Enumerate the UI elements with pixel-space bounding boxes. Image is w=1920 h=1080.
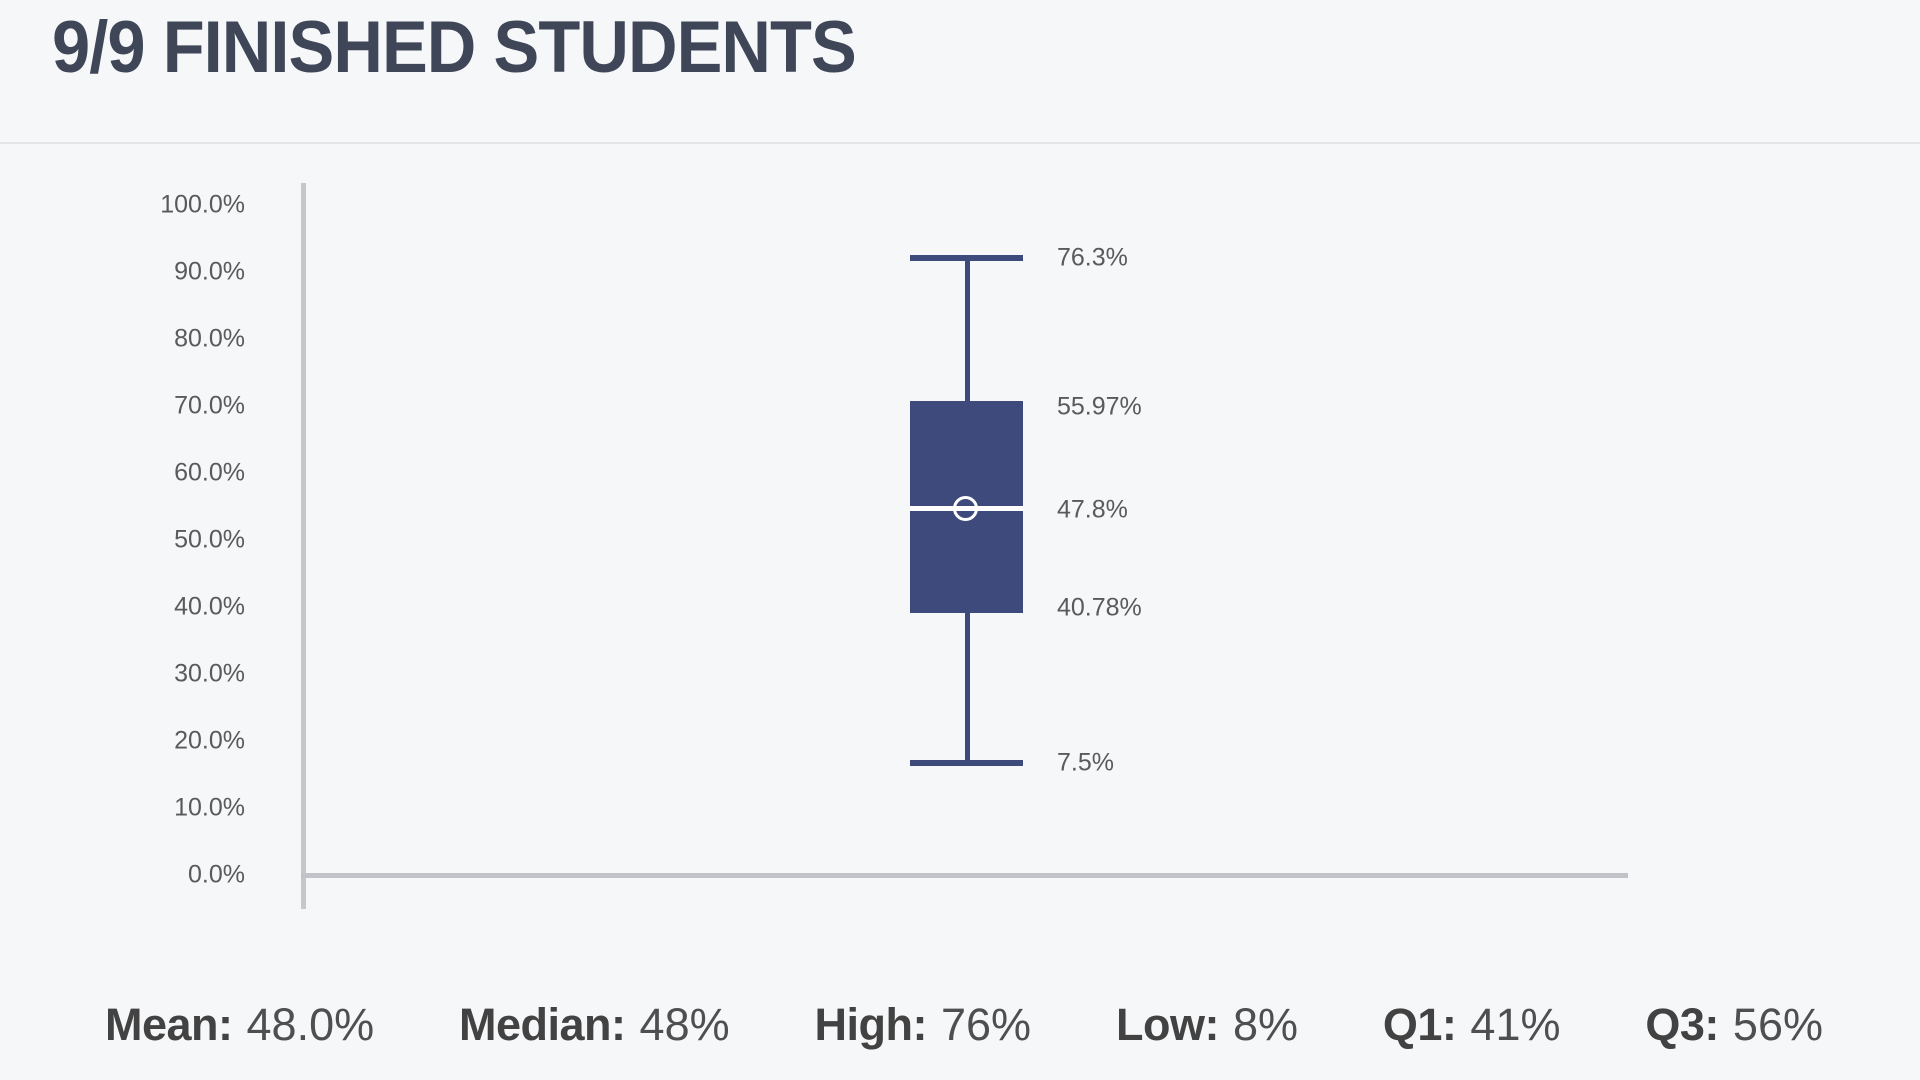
stat-value: 76%: [941, 999, 1032, 1050]
mean-marker-icon: [953, 496, 978, 521]
stat-label: Q3:: [1645, 999, 1719, 1050]
stat-label: Low:: [1115, 999, 1219, 1050]
stat-label: Mean:: [105, 999, 233, 1050]
stat-label: Q1:: [1382, 999, 1457, 1050]
q3-label: 55.97%: [1057, 392, 1142, 421]
stat-q3: Q3: 56%: [1645, 999, 1823, 1051]
y-tick-label: 10.0%: [174, 793, 245, 822]
stat-q1: Q1: 41%: [1383, 999, 1561, 1051]
boxplot-chart: 100.0% 90.0% 80.0% 70.0% 60.0% 50.0% 40.…: [0, 144, 1920, 934]
q1-label: 40.78%: [1057, 593, 1142, 622]
y-tick-label: 20.0%: [174, 726, 245, 755]
y-tick-label: 50.0%: [174, 525, 245, 554]
stat-value: 41%: [1470, 999, 1561, 1050]
y-tick-label: 60.0%: [174, 458, 245, 487]
median-label: 47.8%: [1057, 495, 1128, 524]
stat-low: Low: 8%: [1116, 999, 1298, 1051]
high-whisker-label: 76.3%: [1057, 243, 1128, 272]
stat-label: Median:: [459, 999, 626, 1050]
lower-whisker-cap: [910, 760, 1023, 766]
stat-label: High:: [814, 999, 928, 1050]
stat-value: 8%: [1232, 999, 1298, 1050]
stat-value: 48%: [639, 999, 730, 1050]
header: 9/9 FINISHED STUDENTS: [0, 0, 1920, 144]
stat-median: Median: 48%: [459, 999, 730, 1051]
lower-whisker-line: [965, 613, 970, 763]
y-tick-label: 90.0%: [174, 257, 245, 286]
stat-high: High: 76%: [815, 999, 1032, 1051]
upper-whisker-line: [965, 257, 970, 401]
y-tick-label: 0.0%: [188, 860, 245, 889]
stat-value: 48.0%: [246, 999, 375, 1050]
y-tick-label: 80.0%: [174, 324, 245, 353]
summary-stats-row: Mean: 48.0% Median: 48% High: 76% Low: 8…: [105, 993, 1823, 1057]
y-axis-line: [301, 183, 306, 909]
low-whisker-label: 7.5%: [1057, 748, 1114, 777]
y-tick-label: 30.0%: [174, 659, 245, 688]
page-title: 9/9 FINISHED STUDENTS: [52, 7, 857, 88]
stat-value: 56%: [1732, 999, 1823, 1050]
y-tick-label: 100.0%: [160, 190, 245, 219]
stat-mean: Mean: 48.0%: [105, 999, 374, 1051]
x-axis-line: [301, 873, 1628, 878]
y-tick-label: 70.0%: [174, 391, 245, 420]
y-tick-label: 40.0%: [174, 592, 245, 621]
